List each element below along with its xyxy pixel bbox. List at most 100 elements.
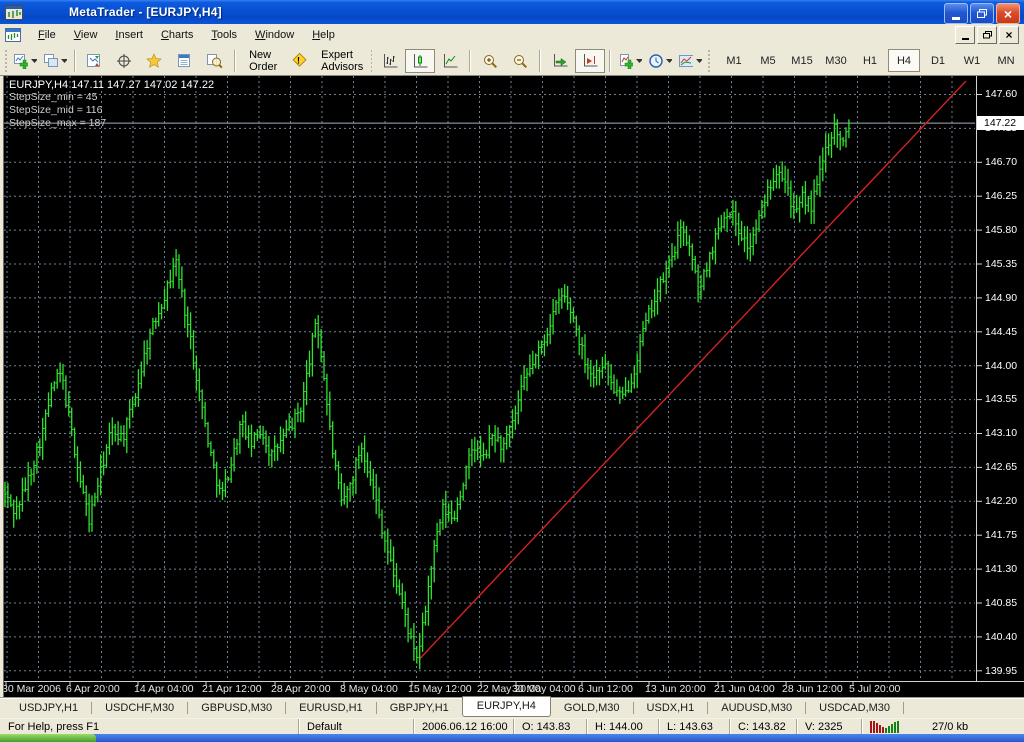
candlestick-type-button[interactable]: [405, 48, 436, 73]
timeframe-mn-button[interactable]: MN: [997, 54, 1015, 67]
toolbar-grip[interactable]: [708, 49, 710, 72]
chart-area[interactable]: EURJPY,H4 147.11 147.27 147.02 147.22 St…: [0, 76, 1024, 697]
status-close-price: C: 143.82: [729, 718, 796, 735]
title-bar[interactable]: MetaTrader - [EURJPY,H4] ×: [0, 0, 1024, 24]
star-icon: [146, 52, 162, 68]
status-profile[interactable]: Default: [298, 718, 413, 735]
menu-help[interactable]: Help: [312, 29, 335, 41]
zoom-out-button[interactable]: [505, 49, 535, 73]
status-bar: For Help, press F1 Default 2006.06.12 16…: [0, 718, 1024, 735]
restore-button[interactable]: [970, 3, 994, 24]
chart-window-icon[interactable]: [5, 28, 21, 42]
auto-scroll-icon: [553, 53, 568, 66]
toolbar-grip[interactable]: [370, 49, 373, 72]
tab-gold-m30[interactable]: GOLD,M30: [563, 702, 620, 714]
price-chart-canvas[interactable]: [0, 76, 1024, 697]
time-axis-label: 30 Mar 2006: [2, 683, 61, 695]
timeframe-m15-button[interactable]: M15: [791, 54, 813, 67]
tab-separator: [91, 702, 93, 714]
status-bar-time: 2006.06.12 16:00: [413, 718, 513, 735]
time-axis-label: 6 Apr 20:00: [66, 683, 120, 695]
timeframe-d1-button[interactable]: D1: [930, 54, 946, 67]
new-chart-button[interactable]: [10, 49, 40, 73]
tab-separator: [805, 702, 807, 714]
indicators-button[interactable]: [615, 49, 645, 73]
tab-audusd-m30[interactable]: AUDUSD,M30: [721, 702, 793, 714]
mdi-close-button[interactable]: ×: [999, 26, 1019, 44]
mdi-restore-button[interactable]: [977, 26, 997, 44]
line-chart-type-button[interactable]: [435, 49, 465, 73]
mdi-minimize-icon: [961, 38, 969, 40]
timeframe-w1-button[interactable]: W1: [963, 54, 981, 67]
menu-bar: File View Insert Charts Tools Window Hel…: [0, 24, 1024, 47]
bar-chart-type-button[interactable]: [375, 49, 405, 73]
tab-usdchf-m30[interactable]: USDCHF,M30: [105, 702, 175, 714]
favorites-button[interactable]: [140, 49, 170, 73]
menu-insert[interactable]: Insert: [115, 29, 143, 41]
price-axis-label: 146.25: [985, 190, 1018, 203]
time-axis[interactable]: 30 Mar 2006 6 Apr 20:00 14 Apr 04:00 21 …: [0, 682, 1024, 697]
new-order-button[interactable]: New Order: [240, 49, 284, 73]
price-axis-label: 145.35: [985, 257, 1018, 270]
start-button-edge[interactable]: [0, 734, 96, 742]
toolbar-grip[interactable]: [5, 49, 7, 72]
price-axis-label: 144.00: [985, 359, 1018, 372]
market-watch-icon: [87, 53, 101, 67]
current-price-badge: 147.22: [977, 116, 1024, 130]
expert-advisors-button[interactable]: Expert Advisors: [314, 49, 368, 73]
menu-charts[interactable]: Charts: [160, 29, 194, 41]
timeframe-m30-button[interactable]: M30: [825, 54, 847, 67]
tab-usdcad-m30[interactable]: USDCAD,M30: [819, 702, 891, 714]
tab-eurjpy-h4-active[interactable]: EURJPY,H4: [461, 696, 551, 717]
auto-scroll-button[interactable]: [545, 49, 575, 73]
zoom-in-button[interactable]: [475, 49, 505, 73]
data-window-button[interactable]: [170, 49, 200, 73]
tab-gbpusd-m30[interactable]: GBPUSD,M30: [201, 702, 273, 714]
menu-view[interactable]: View: [73, 29, 98, 41]
status-connection: 27/0 kb: [861, 718, 1024, 735]
close-button[interactable]: ×: [996, 3, 1020, 24]
time-axis-label: 8 May 04:00: [340, 683, 398, 695]
minimize-icon: [952, 16, 960, 20]
timeframe-h4-button[interactable]: H4: [888, 49, 920, 72]
taskbar[interactable]: [0, 734, 1024, 742]
restore-icon: [977, 9, 987, 18]
menu-file[interactable]: File: [38, 29, 56, 41]
periods-button[interactable]: [645, 49, 675, 73]
time-axis-label: 21 Apr 12:00: [202, 683, 262, 695]
tab-usdjpy-h1[interactable]: USDJPY,H1: [19, 702, 79, 714]
timeframe-m5-button[interactable]: M5: [760, 54, 776, 67]
app-icon[interactable]: [5, 4, 23, 20]
tab-separator: [285, 702, 287, 714]
zoom-out-icon: [513, 54, 527, 68]
minimize-button[interactable]: [944, 3, 968, 24]
tab-gbpjpy-h1[interactable]: GBPJPY,H1: [389, 702, 449, 714]
tab-usdx-h1[interactable]: USDX,H1: [646, 702, 695, 714]
price-axis-label: 144.90: [985, 291, 1018, 304]
candlestick-icon: [413, 53, 428, 67]
chart-shift-button[interactable]: [575, 48, 606, 73]
time-axis-label: 28 Apr 20:00: [271, 683, 331, 695]
indicators-icon: [620, 53, 634, 69]
price-axis-label: 146.70: [985, 156, 1018, 169]
timeframe-h1-button[interactable]: H1: [862, 54, 878, 67]
price-axis-label: 140.40: [985, 630, 1018, 643]
menu-tools[interactable]: Tools: [211, 29, 238, 41]
toolbar-separator: [609, 49, 612, 72]
price-axis[interactable]: 147.60 147.15 146.70 146.25 145.80 145.3…: [985, 78, 1017, 688]
important-news-button[interactable]: !: [284, 49, 314, 73]
status-low-price: L: 143.63: [658, 718, 729, 735]
toolbar-separator: [469, 49, 472, 72]
mdi-minimize-button[interactable]: [955, 26, 975, 44]
templates-button[interactable]: [675, 49, 705, 73]
clock-icon: [649, 53, 664, 68]
profiles-button[interactable]: [40, 49, 70, 73]
navigator-button[interactable]: [200, 49, 230, 73]
new-order-label: New Order: [249, 48, 278, 73]
menu-window[interactable]: Window: [255, 29, 295, 41]
tab-eurusd-h1[interactable]: EURUSD,H1: [299, 702, 363, 714]
market-watch-button[interactable]: [80, 49, 110, 73]
tab-separator: [375, 702, 377, 714]
timeframe-m1-button[interactable]: M1: [726, 54, 742, 67]
crosshair-button[interactable]: [110, 49, 140, 73]
